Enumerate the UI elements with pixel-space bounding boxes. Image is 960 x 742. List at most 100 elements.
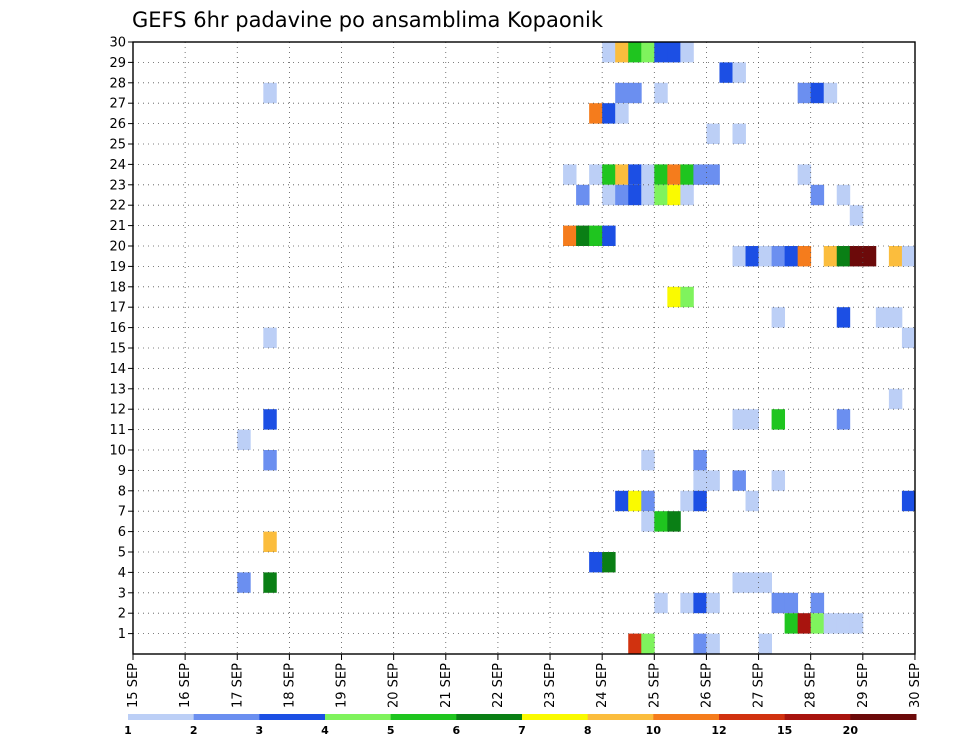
y-tick-label: 24 — [109, 158, 126, 173]
heatmap-cell — [615, 42, 629, 63]
y-tick-label: 9 — [118, 464, 126, 479]
heatmap-cell — [732, 470, 746, 491]
colorbar-swatch — [390, 714, 457, 720]
heatmap-cell — [641, 42, 655, 63]
heatmap-cell — [797, 82, 812, 104]
heatmap-cell — [680, 42, 694, 63]
heatmap-cell — [836, 246, 851, 267]
heatmap-cell — [680, 164, 694, 185]
heatmap-cell — [693, 450, 707, 471]
heatmap-cell — [719, 62, 733, 83]
heatmap-cell — [875, 307, 890, 328]
heatmap-cell — [732, 409, 746, 430]
heatmap-cell — [849, 205, 864, 226]
y-tick-label: 19 — [109, 260, 126, 275]
heatmap-cell — [732, 246, 746, 267]
heatmap-cell — [237, 572, 251, 593]
heatmap-cell — [745, 572, 759, 593]
colorbar-swatch — [193, 714, 260, 720]
heatmap-cell — [615, 164, 629, 185]
x-tick-label: 27 SEP — [752, 663, 767, 708]
heatmap-cells — [237, 42, 916, 654]
heatmap-cell — [563, 225, 577, 246]
heatmap-cell — [797, 164, 812, 185]
heatmap-cell — [589, 164, 603, 185]
heatmap-cell — [784, 592, 799, 614]
heatmap-cell — [732, 123, 746, 144]
heatmap-cell — [706, 470, 720, 491]
heatmap-cell — [901, 490, 916, 512]
heatmap-cell — [823, 613, 838, 634]
y-tick-label: 30 — [109, 36, 126, 51]
x-tick-label: 23 SEP — [543, 663, 558, 708]
heatmap-cell — [693, 470, 707, 491]
x-tick-label: 24 SEP — [595, 663, 610, 708]
heatmap-cell — [263, 531, 277, 552]
heatmap-cell — [745, 409, 759, 430]
grid-lines — [133, 41, 915, 654]
heatmap-cell — [263, 450, 277, 471]
y-tick-label: 15 — [109, 342, 126, 357]
heatmap-cell — [901, 246, 916, 267]
heatmap-cell — [706, 592, 720, 614]
heatmap-cell — [771, 307, 786, 328]
y-tick-label: 6 — [118, 525, 126, 540]
x-tick-label: 20 SEP — [387, 663, 402, 708]
heatmap-cell — [732, 62, 746, 83]
x-tick-label: 17 SEP — [230, 663, 245, 708]
colorbar-swatch — [259, 714, 326, 720]
x-tick-label: 16 SEP — [178, 663, 193, 708]
colorbar-swatch — [522, 714, 589, 720]
x-tick-label: 28 SEP — [804, 663, 819, 708]
heatmap-cell — [628, 184, 642, 206]
colorbar-label: 10 — [646, 724, 662, 737]
heatmap-cell — [732, 572, 746, 593]
y-tick-label: 11 — [109, 423, 126, 438]
y-tick-label: 1 — [118, 627, 126, 642]
heatmap-cell — [667, 42, 681, 63]
colorbar-label: 6 — [453, 724, 461, 737]
heatmap-cell — [706, 123, 720, 144]
heatmap-cell — [888, 246, 903, 267]
heatmap-cell — [628, 490, 642, 512]
y-tick-label: 10 — [109, 444, 126, 459]
y-tick-label: 4 — [118, 566, 126, 581]
heatmap-cell — [745, 490, 759, 512]
colorbar-label: 1 — [124, 724, 132, 737]
heatmap-cell — [693, 633, 707, 654]
heatmap-cell — [263, 572, 277, 593]
y-tick-label: 8 — [118, 484, 126, 499]
heatmap-cell — [237, 429, 251, 450]
heatmap-cell — [654, 82, 668, 104]
heatmap-cell — [628, 42, 642, 63]
y-axis: 1234567891011121314151617181920212223242… — [109, 36, 133, 642]
heatmap-cell — [888, 307, 903, 328]
heatmap-cell — [810, 613, 825, 634]
heatmap-cell — [680, 490, 694, 512]
heatmap-cell — [836, 184, 851, 206]
heatmap-cell — [615, 490, 629, 512]
heatmap-cell — [602, 552, 616, 573]
heatmap-cell — [836, 613, 851, 634]
heatmap-cell — [654, 511, 668, 532]
heatmap-cell — [797, 246, 812, 267]
heatmap-cell — [615, 184, 629, 206]
heatmap-cell — [758, 572, 772, 593]
heatmap-cell — [589, 225, 603, 246]
heatmap-cell — [589, 103, 603, 124]
heatmap-cell — [693, 164, 707, 185]
heatmap-cell — [589, 552, 603, 573]
heatmap-cell — [602, 225, 616, 246]
y-tick-label: 18 — [109, 280, 126, 295]
colorbar-label: 20 — [843, 724, 859, 737]
heatmap-cell — [667, 184, 681, 206]
heatmap-cell — [641, 511, 655, 532]
heatmap-cell — [862, 246, 877, 267]
heatmap-cell — [641, 633, 655, 654]
y-tick-label: 21 — [109, 219, 126, 234]
heatmap-cell — [654, 592, 668, 614]
x-axis: 15 SEP 16 SEP 17 SEP 18 SEP 19 SEP 20 SEP 21 S… — [126, 654, 923, 708]
heatmap-cell — [576, 225, 590, 246]
heatmap-cell — [849, 246, 864, 267]
heatmap-cell — [810, 184, 825, 206]
